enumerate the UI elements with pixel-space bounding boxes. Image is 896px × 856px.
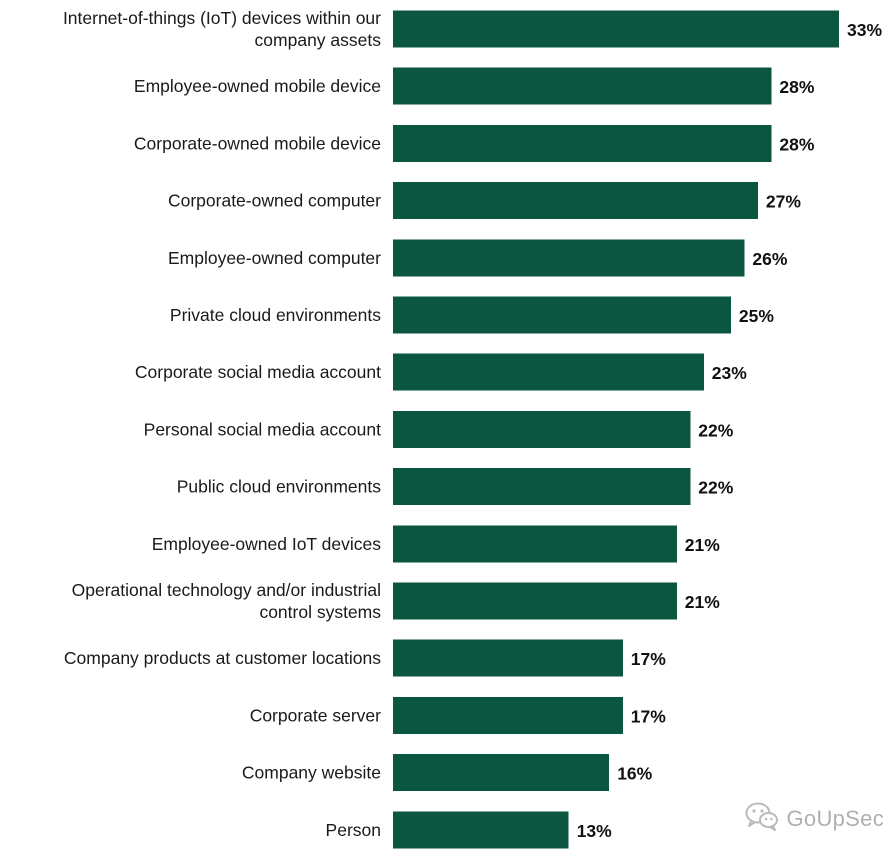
bars-layer <box>393 10 839 849</box>
category-label-line: Private cloud environments <box>170 305 381 325</box>
bar-2 <box>393 124 772 162</box>
category-label-9: Employee-owned IoT devices <box>152 534 381 554</box>
wechat-icon <box>745 801 779 836</box>
bar-10 <box>393 582 677 620</box>
category-label-line: Employee-owned mobile device <box>134 76 381 96</box>
category-label-line: company assets <box>255 30 382 50</box>
bar-6 <box>393 353 704 391</box>
value-label-11: 17% <box>631 649 666 669</box>
category-label-line: Corporate-owned mobile device <box>134 133 381 153</box>
value-label-8: 22% <box>698 478 733 498</box>
category-label-8: Public cloud environments <box>177 477 382 497</box>
bar-7 <box>393 410 691 448</box>
category-label-4: Employee-owned computer <box>168 248 381 268</box>
category-label-10: Operational technology and/or industrial… <box>72 580 382 622</box>
category-label-line: Public cloud environments <box>177 477 382 497</box>
category-label-line: Corporate social media account <box>135 362 381 382</box>
category-label-line: Operational technology and/or industrial <box>72 580 381 600</box>
category-label-line: Personal social media account <box>144 419 381 439</box>
category-label-line: Corporate-owned computer <box>168 191 381 211</box>
value-label-10: 21% <box>685 592 720 612</box>
value-label-9: 21% <box>685 535 720 555</box>
category-label-line: Corporate server <box>250 705 381 725</box>
value-label-2: 28% <box>779 134 814 154</box>
value-label-4: 26% <box>752 249 787 269</box>
category-labels: Internet-of-things (IoT) devices within … <box>63 8 381 840</box>
category-label-line: Employee-owned IoT devices <box>152 534 381 554</box>
bar-1 <box>393 67 772 105</box>
value-labels: 33% 28% 28% 27% 26% 25% 23% 22% 22% 21% 21% 17% 17% 1… <box>577 20 883 841</box>
value-label-6: 23% <box>712 363 747 383</box>
category-label-13: Company website <box>242 763 381 783</box>
category-label-line: control systems <box>259 602 381 622</box>
bar-13 <box>393 754 610 792</box>
category-label-11: Company products at customer locations <box>64 648 381 668</box>
category-label-7: Personal social media account <box>144 419 381 439</box>
category-label-1: Employee-owned mobile device <box>134 76 381 96</box>
bar-11 <box>393 639 623 677</box>
category-label-0: Internet-of-things (IoT) devices within … <box>63 8 381 50</box>
value-label-13: 16% <box>617 764 652 784</box>
value-label-0: 33% <box>847 20 882 40</box>
category-label-line: Company website <box>242 763 381 783</box>
category-label-6: Corporate social media account <box>135 362 381 382</box>
category-label-14: Person <box>326 820 381 840</box>
watermark-text: GoUpSec <box>786 805 884 831</box>
category-label-line: Internet-of-things (IoT) devices within … <box>63 8 381 28</box>
value-label-3: 27% <box>766 192 801 212</box>
value-label-14: 13% <box>577 821 612 841</box>
category-label-3: Corporate-owned computer <box>168 191 381 211</box>
value-label-1: 28% <box>779 77 814 97</box>
category-label-12: Corporate server <box>250 705 381 725</box>
value-label-7: 22% <box>698 420 733 440</box>
bar-0 <box>393 10 839 48</box>
category-label-line: Employee-owned computer <box>168 248 381 268</box>
value-label-12: 17% <box>631 706 666 726</box>
bar-4 <box>393 239 745 277</box>
bar-3 <box>393 182 758 220</box>
category-label-2: Corporate-owned mobile device <box>134 133 381 153</box>
bar-14 <box>393 811 569 849</box>
bar-12 <box>393 696 623 734</box>
bar-9 <box>393 525 677 563</box>
bar-5 <box>393 296 731 334</box>
bar-8 <box>393 468 691 506</box>
category-label-5: Private cloud environments <box>170 305 381 325</box>
category-label-line: Company products at customer locations <box>64 648 381 668</box>
watermark: GoUpSec <box>745 801 884 836</box>
category-label-line: Person <box>326 820 381 840</box>
value-label-5: 25% <box>739 306 774 326</box>
